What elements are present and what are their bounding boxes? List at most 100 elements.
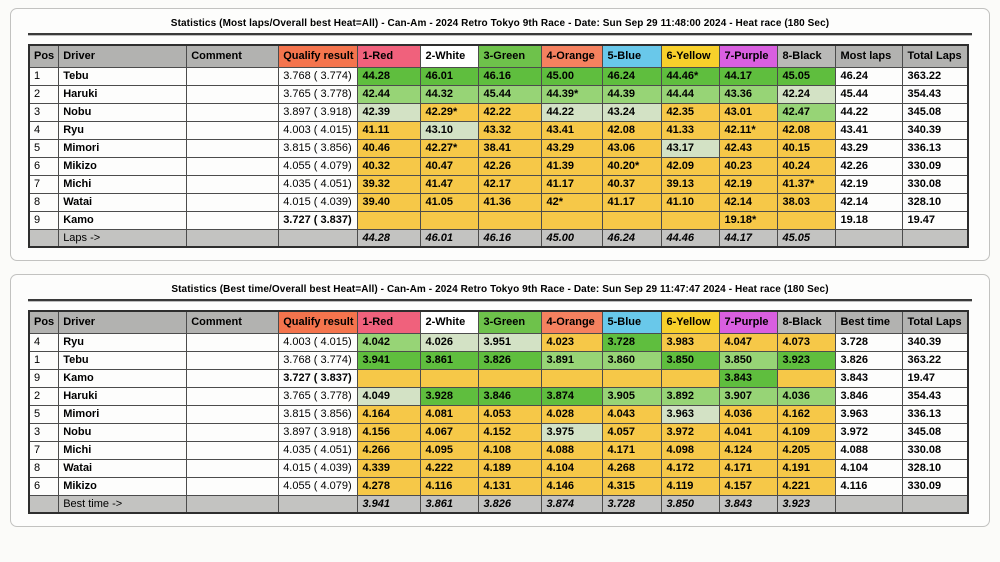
cell-summary: 42.26	[835, 156, 904, 176]
table-row: 3 Nobu 3.897 ( 3.918) 42.39 42.29* 42.22 44.22…	[28, 102, 969, 122]
best-time-section: Statistics (Best time/Overall best Heat=…	[10, 274, 990, 527]
cell-driver: Tebu	[58, 66, 188, 86]
cell-comment	[186, 386, 280, 406]
cell-heat-value: 4.124	[719, 440, 779, 460]
cell-pos: 8	[28, 192, 60, 212]
cell-heat-value: 4.146	[541, 476, 604, 496]
cell-heat-value: 42.14	[719, 192, 779, 212]
cell-heat-value: 44.28	[357, 66, 422, 86]
cell-pos: 9	[28, 210, 60, 230]
table-row: 1 Tebu 3.768 ( 3.774) 44.28 46.01 46.16 45.00 4…	[28, 66, 969, 86]
cell-heat-value: 44.44	[661, 84, 721, 104]
cell-heat-value: 3.850	[719, 350, 779, 370]
cell-heat-value: 43.29	[541, 138, 604, 158]
footer-heat-value: 44.17	[719, 228, 779, 248]
column-header-8-black: 8-Black	[777, 44, 837, 68]
column-header-1-red: 1-Red	[357, 310, 422, 334]
header-row: Pos Driver Comment Qualify result 1-Red 2-Whi…	[28, 44, 969, 68]
cell-heat-value: 44.46*	[661, 66, 721, 86]
cell-heat-value: 4.119	[661, 476, 721, 496]
column-header-4-orange: 4-Orange	[541, 44, 604, 68]
column-header-6-yellow: 6-Yellow	[661, 44, 721, 68]
cell-heat-value: 4.278	[357, 476, 422, 496]
cell-comment	[186, 476, 280, 496]
table-body: 1 Tebu 3.768 ( 3.774) 44.28 46.01 46.16 45.00 4…	[28, 66, 969, 230]
cell-total-laps: 19.47	[902, 368, 969, 388]
cell-heat-value: 45.44	[478, 84, 543, 104]
cell-qualify-result: 4.015 ( 4.039)	[278, 458, 359, 478]
cell-heat-value: 3.907	[719, 386, 779, 406]
cell-heat-value: 19.18*	[719, 210, 779, 230]
cell-heat-value: 43.32	[478, 120, 543, 140]
cell-driver: Mikizo	[58, 156, 188, 176]
cell-heat-value: 39.40	[357, 192, 422, 212]
cell-heat-value: 40.46	[357, 138, 422, 158]
column-header-7-purple: 7-Purple	[719, 310, 779, 334]
cell-summary: 45.44	[835, 84, 904, 104]
cell-heat-value: 44.17	[719, 66, 779, 86]
cell-qualify-result: 3.815 ( 3.856)	[278, 138, 359, 158]
column-header-3-green: 3-Green	[478, 44, 543, 68]
cell-heat-value: 46.16	[478, 66, 543, 86]
footer-heat-value: 3.826	[478, 494, 543, 514]
title-divider	[28, 299, 972, 301]
cell-heat-value: 3.860	[602, 350, 663, 370]
cell-qualify-result: 4.003 ( 4.015)	[278, 120, 359, 140]
cell-heat-value: 4.108	[478, 440, 543, 460]
cell-driver: Mikizo	[58, 476, 188, 496]
footer-heat-value: 3.728	[602, 494, 663, 514]
cell-total-laps: 330.09	[902, 156, 969, 176]
cell-heat-value: 40.20*	[602, 156, 663, 176]
cell-driver: Tebu	[58, 350, 188, 370]
footer-row: Best time -> 3.941 3.861 3.826 3.874 3.728 3.8…	[28, 494, 969, 514]
cell-summary: 46.24	[835, 66, 904, 86]
cell-heat-value: 4.268	[602, 458, 663, 478]
cell-comment	[186, 120, 280, 140]
cell-driver: Mimori	[58, 138, 188, 158]
cell-heat-value: 43.36	[719, 84, 779, 104]
column-header-7-purple: 7-Purple	[719, 44, 779, 68]
cell-heat-value: 4.191	[777, 458, 837, 478]
table-row: 2 Haruki 3.765 ( 3.778) 42.44 44.32 45.44 44.3…	[28, 84, 969, 104]
cell-heat-value: 3.923	[777, 350, 837, 370]
cell-comment	[186, 66, 280, 86]
cell-heat-value: 40.23	[719, 156, 779, 176]
cell-summary: 42.14	[835, 192, 904, 212]
cell-summary: 3.972	[835, 422, 904, 442]
cell-comment	[186, 138, 280, 158]
cell-qualify-result: 3.897 ( 3.918)	[278, 422, 359, 442]
cell-summary: 19.18	[835, 210, 904, 230]
cell-heat-value: 42.11*	[719, 120, 779, 140]
cell-heat-value: 41.33	[661, 120, 721, 140]
cell-pos: 5	[28, 138, 60, 158]
cell-heat-value: 40.47	[420, 156, 480, 176]
cell-heat-value: 4.023	[541, 332, 604, 352]
best-time-title: Statistics (Best time/Overall best Heat=…	[171, 284, 829, 295]
cell-heat-value: 4.315	[602, 476, 663, 496]
cell-pos: 3	[28, 422, 60, 442]
cell-heat-value: 42.26	[478, 156, 543, 176]
cell-summary: 4.088	[835, 440, 904, 460]
cell-pos: 5	[28, 404, 60, 424]
footer-heat-value: 44.46	[661, 228, 721, 248]
cell-qualify-result: 4.055 ( 4.079)	[278, 156, 359, 176]
cell-heat-value: 43.01	[719, 102, 779, 122]
cell-driver: Watai	[58, 192, 188, 212]
cell-heat-value	[420, 210, 480, 230]
cell-heat-value: 42.09	[661, 156, 721, 176]
most-laps-section: Statistics (Most laps/Overall best Heat=…	[10, 8, 990, 261]
cell-heat-value: 4.036	[719, 404, 779, 424]
cell-heat-value	[478, 210, 543, 230]
table-row: 6 Mikizo 4.055 ( 4.079) 4.278 4.116 4.131 4.14…	[28, 476, 969, 496]
cell-qualify-result: 4.055 ( 4.079)	[278, 476, 359, 496]
cell-heat-value: 4.042	[357, 332, 422, 352]
cell-heat-value: 4.156	[357, 422, 422, 442]
cell-heat-value: 3.728	[602, 332, 663, 352]
column-header-comment: Comment	[186, 44, 280, 68]
cell-driver: Ryu	[58, 120, 188, 140]
cell-heat-value: 40.37	[602, 174, 663, 194]
cell-qualify-result: 4.035 ( 4.051)	[278, 440, 359, 460]
cell-heat-value: 4.041	[719, 422, 779, 442]
cell-heat-value: 3.983	[661, 332, 721, 352]
